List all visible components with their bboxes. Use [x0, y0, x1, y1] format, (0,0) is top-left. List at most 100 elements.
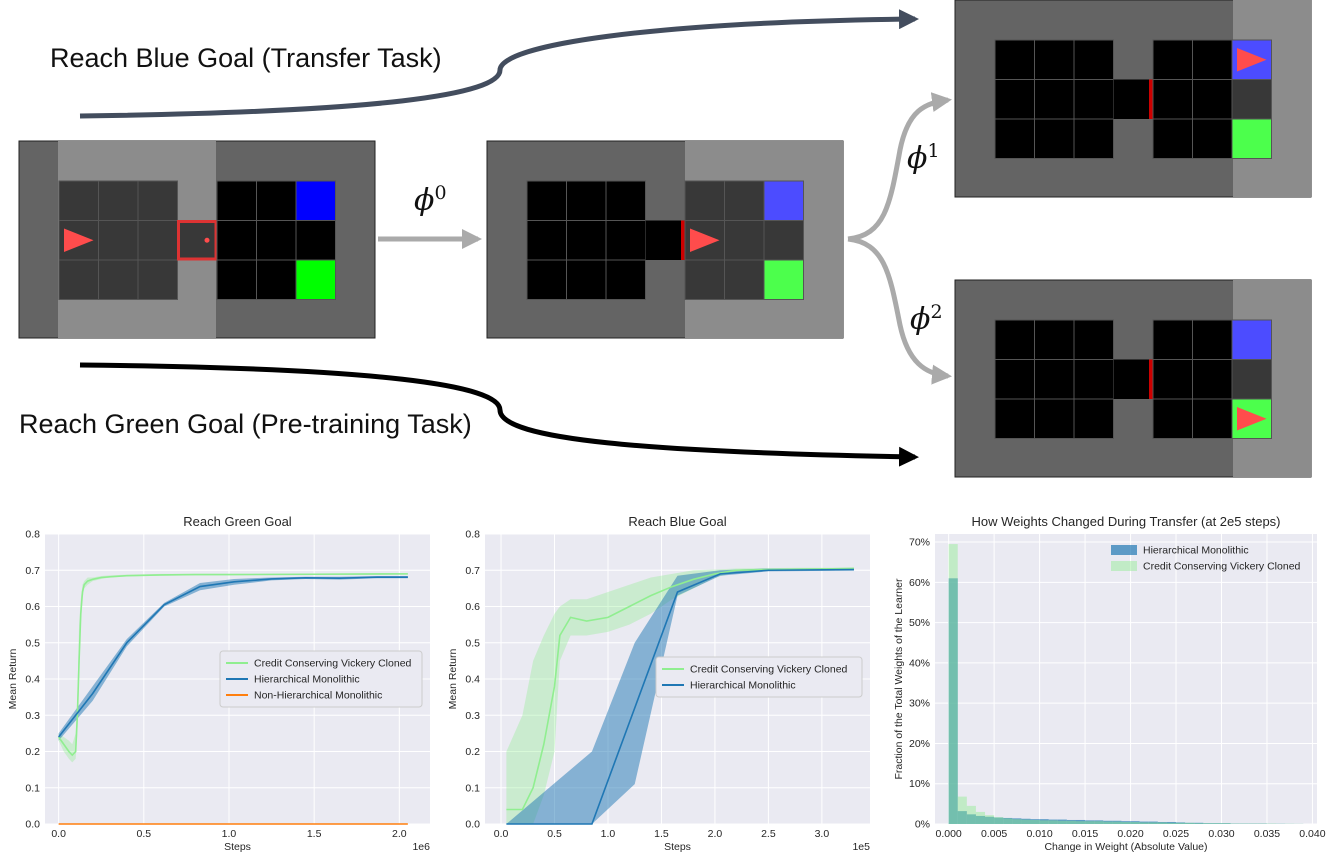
- y-tick-label: 0.2: [465, 746, 480, 758]
- x-tick-label: 1.0: [222, 828, 237, 840]
- histogram-bar-0: [1103, 820, 1113, 824]
- chart-title: How Weights Changed During Transfer (at …: [971, 514, 1280, 529]
- histogram-bar-1: [1139, 822, 1149, 824]
- histogram-bar-0: [1012, 818, 1022, 824]
- histogram-bar-0: [1030, 819, 1040, 824]
- x-axis-label: Change in Weight (Absolute Value): [1044, 841, 1207, 853]
- histogram-bar-0: [957, 811, 967, 824]
- histogram-bar-1: [1157, 822, 1167, 824]
- x-multiplier: 1e5: [852, 841, 870, 853]
- legend-entry: Hierarchical Monolithic: [690, 680, 796, 692]
- legend-entry: Credit Conserving Vickery Cloned: [690, 664, 848, 676]
- histogram-bar-1: [1012, 819, 1022, 824]
- x-tick-label: 0.5: [547, 828, 562, 840]
- chart-title: Reach Green Goal: [183, 514, 292, 529]
- histogram-bar-0: [948, 578, 958, 824]
- histogram-bar-0: [1085, 820, 1095, 824]
- histogram-bar-0: [1194, 822, 1204, 824]
- y-tick-label: 0.4: [25, 674, 40, 686]
- histogram-bar-1: [1194, 823, 1204, 824]
- histogram-bar-0: [1185, 822, 1195, 824]
- x-tick-label: 0.015: [1072, 828, 1098, 840]
- histogram-bar-0: [1021, 818, 1031, 824]
- histogram-bar-0: [985, 816, 995, 824]
- legend-swatch: [1111, 545, 1137, 555]
- histogram-bar-0: [1157, 821, 1167, 824]
- histogram-bar-1: [1003, 818, 1013, 824]
- histogram-bar-1: [1148, 822, 1158, 824]
- histogram-bar-0: [1112, 820, 1122, 824]
- histogram-bar-1: [1130, 821, 1140, 824]
- y-tick-label: 0.2: [25, 746, 40, 758]
- y-tick-label: 30%: [909, 698, 930, 710]
- histogram-bar-1: [1085, 821, 1095, 824]
- histogram-bar-0: [1057, 819, 1067, 824]
- histogram-bar-0: [1221, 823, 1231, 824]
- x-tick-label: 0.030: [1208, 828, 1234, 840]
- histogram-bar-1: [1030, 819, 1040, 824]
- transfer-task-arrow: [79, 9, 919, 119]
- y-axis-label: Mean Return: [7, 648, 19, 709]
- open-door: [1149, 359, 1153, 399]
- histogram-bar-1: [1103, 821, 1113, 824]
- phi0-label: ϕ0: [414, 182, 447, 218]
- env-phi2: [954, 279, 1312, 478]
- x-axis-label: Steps: [664, 841, 691, 853]
- y-tick-label: 0.6: [25, 601, 40, 613]
- y-tick-label: 0.8: [465, 529, 480, 541]
- y-tick-label: 0.7: [25, 565, 40, 577]
- histogram-bar-1: [1057, 820, 1067, 824]
- histogram-bar-0: [1039, 819, 1049, 824]
- histogram-bar-1: [966, 805, 976, 824]
- agent-triangle: [1237, 48, 1267, 72]
- legend-entry: Hierarchical Monolithic: [254, 674, 360, 686]
- histogram-bar-0: [966, 814, 976, 824]
- legend-swatch: [1111, 561, 1137, 571]
- x-tick-label: 0.040: [1299, 828, 1325, 840]
- histogram-bar-0: [1203, 823, 1213, 824]
- legend-entry: Hierarchical Monolithic: [1143, 545, 1249, 557]
- x-tick-label: 0.035: [1254, 828, 1280, 840]
- histogram-bar-0: [1121, 821, 1131, 824]
- legend: Credit Conserving Vickery Cloned Hierarch…: [655, 656, 863, 698]
- y-tick-label: 0.0: [25, 819, 40, 831]
- histogram-bar-1: [1203, 823, 1213, 824]
- x-tick-label: 2.0: [392, 828, 407, 840]
- pretrain-task-arrow: [79, 362, 919, 467]
- chart-weight-change-histogram: 0.000 0.005 0.010 0.015 0.020 0.025 0.030 0.035…: [893, 514, 1326, 853]
- phi2-arrow: [847, 236, 952, 385]
- histogram-bar-1: [1121, 821, 1131, 824]
- transfer-task-label: Reach Blue Goal (Transfer Task): [50, 43, 442, 73]
- x-tick-label: 0.025: [1163, 828, 1189, 840]
- x-tick-label: 3.0: [815, 828, 830, 840]
- y-tick-label: 50%: [909, 617, 930, 629]
- series-line-1: [57, 576, 408, 738]
- y-tick-label: 0.5: [25, 637, 40, 649]
- y-tick-label: 0.3: [465, 710, 480, 722]
- pretrain-task-label: Reach Green Goal (Pre-training Task): [19, 409, 472, 439]
- histogram-bar-0: [1148, 821, 1158, 824]
- phi2-label: ϕ2: [910, 301, 943, 337]
- y-tick-label: 0.5: [465, 637, 480, 649]
- y-tick-label: 0.8: [25, 529, 40, 541]
- chart-title: Reach Blue Goal: [628, 514, 726, 529]
- x-tick-label: 0.010: [1026, 828, 1052, 840]
- plot-area: [935, 534, 1317, 824]
- histogram-bar-1: [1176, 822, 1186, 824]
- x-tick-label: 0.5: [137, 828, 152, 840]
- histogram-bar-1: [1048, 820, 1058, 824]
- y-tick-label: 0.7: [465, 565, 480, 577]
- y-axis-label: Mean Return: [447, 648, 459, 709]
- histogram-bar-1: [985, 815, 995, 824]
- x-tick-label: 2.0: [708, 828, 723, 840]
- histogram-bar-0: [1166, 821, 1177, 824]
- legend: Credit Conserving Vickery Cloned Hierarch…: [219, 650, 423, 708]
- x-tick-label: 0.000: [936, 828, 962, 840]
- histogram-bar-0: [975, 815, 986, 824]
- histogram-bar-1: [975, 811, 986, 824]
- x-tick-label: 1.0: [601, 828, 616, 840]
- env-phi0: [486, 140, 844, 339]
- transfer-diagram: [18, 0, 1312, 478]
- histogram-bar-1: [1212, 823, 1222, 824]
- y-axis-label: Fraction of the Total Weights of the Lea…: [893, 578, 905, 779]
